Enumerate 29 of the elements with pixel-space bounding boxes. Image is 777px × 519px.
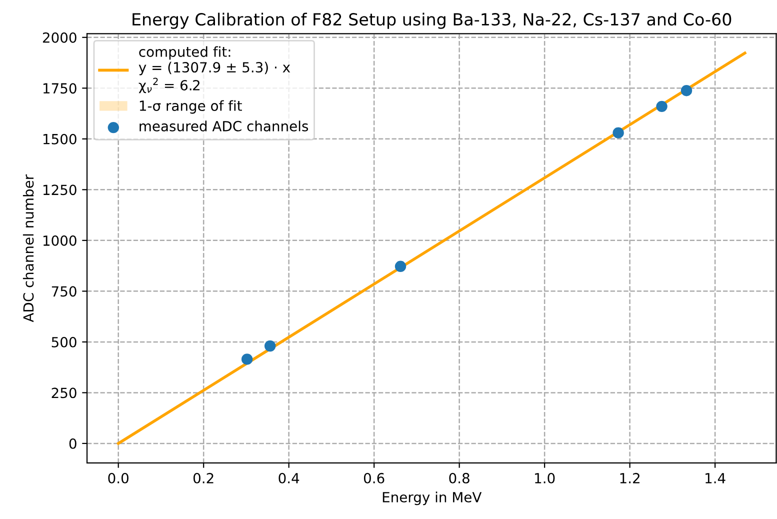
x-axis-title: Energy in MeV	[382, 492, 482, 506]
y-tick-label: 2000	[42, 32, 76, 43]
y-tick-label: 1000	[43, 235, 76, 246]
x-tick-label: 0.2	[193, 472, 214, 484]
point	[612, 127, 624, 138]
x-tick-label: 1.2	[620, 472, 640, 484]
x-tick-label: 1.0	[535, 472, 555, 484]
y-tick-label: 750	[52, 286, 76, 297]
annotation: 1-σ range of fit	[140, 100, 242, 114]
x-tick-label: 1.4	[706, 473, 726, 484]
point	[241, 354, 253, 365]
legend-label: measured ADC channels	[140, 120, 308, 132]
y-tick-label: 0	[69, 438, 76, 449]
point	[264, 340, 276, 352]
point	[656, 100, 668, 112]
y-tick-label: 1500	[43, 134, 76, 144]
point	[394, 260, 406, 272]
legend-label: computed fit: y = (1307.9 ± 5.3) · x χ$_{ν}$$^{2}$ = 6.2	[138, 46, 290, 94]
y-tick-label: 1250	[43, 184, 76, 196]
x-tick-label: 0.4	[278, 472, 300, 484]
chart-title: Energy Calibration of F82 Setup using Ba-133, Na-22, Cs-137 and Co-60	[132, 12, 732, 29]
x-tick-label: 0.6	[364, 472, 384, 484]
y-tick-label: 500	[52, 336, 76, 348]
x-tick-label: 0.0	[108, 472, 128, 484]
x-tick-label: 0.8	[449, 472, 470, 484]
y-axis-title: ADC channel number	[22, 174, 34, 322]
y-tick-label: 250	[52, 388, 76, 398]
point	[680, 84, 692, 96]
y-tick-label: 1750	[43, 83, 76, 94]
